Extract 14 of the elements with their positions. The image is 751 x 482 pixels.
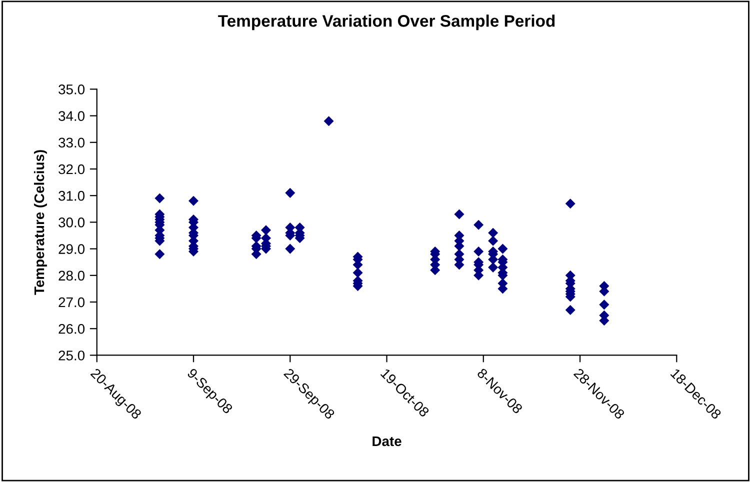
y-tick-label: 27.0 [58,297,85,308]
x-axis-title: Date [372,436,402,446]
y-tick-label: 25.0 [58,350,85,360]
chart-title: Temperature Variation Over Sample Period [218,14,555,30]
y-tick-label: 26.0 [58,324,85,334]
y-tick-label: 29.0 [58,244,85,254]
y-axis-title: Temperature (Celcius) [34,150,47,295]
y-tick-label: 33.0 [58,138,85,148]
y-tick-label: 35.0 [58,84,85,94]
y-tick-label: 30.0 [58,218,85,228]
y-tick-label: 34.0 [58,111,85,121]
y-tick-label: 31.0 [58,190,85,201]
y-tick-label: 32.0 [58,164,85,174]
y-tick-label: 28.0 [58,270,85,281]
